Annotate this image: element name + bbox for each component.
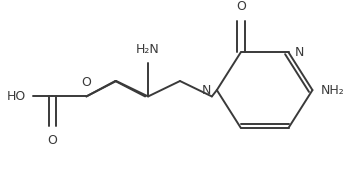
Text: HO: HO	[6, 90, 26, 103]
Text: N: N	[295, 46, 304, 59]
Text: NH₂: NH₂	[320, 84, 344, 97]
Text: O: O	[236, 0, 246, 13]
Text: O: O	[81, 76, 91, 89]
Text: N: N	[201, 84, 211, 97]
Text: O: O	[48, 134, 57, 147]
Text: H₂N: H₂N	[136, 43, 160, 56]
